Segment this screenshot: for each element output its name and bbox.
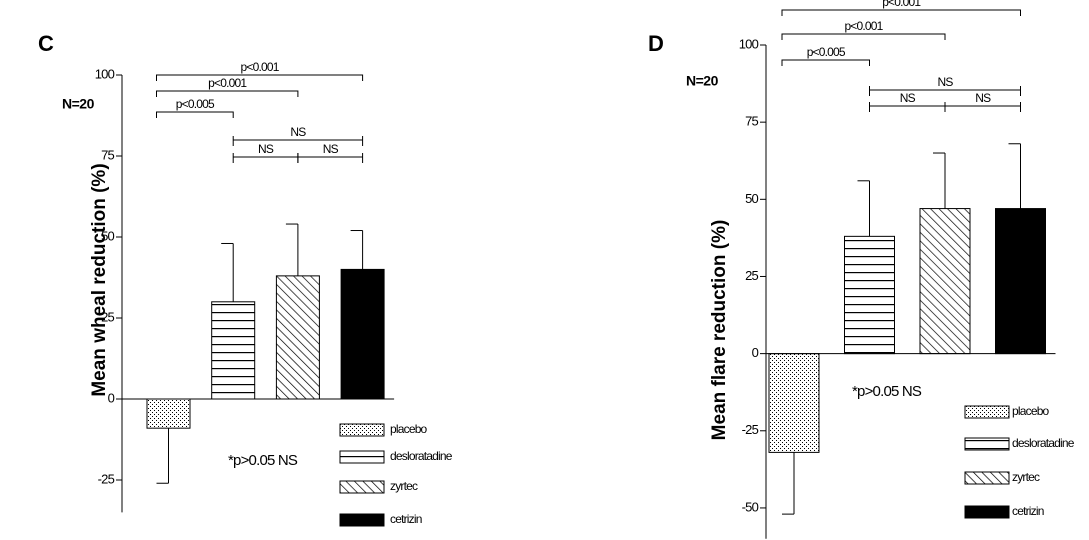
y-tick-label: 25 — [101, 309, 114, 324]
significance-label: p<0.005 — [807, 45, 846, 59]
y-tick-label: 0 — [752, 345, 759, 360]
y-tick-label: 50 — [745, 191, 758, 206]
legend-swatch — [340, 451, 384, 463]
significance-label: p<0.001 — [882, 0, 921, 9]
significance-label: NS — [900, 91, 916, 105]
y-tick-label: 50 — [101, 228, 114, 243]
significance-label: NS — [937, 75, 953, 89]
y-tick-label: -50 — [742, 499, 759, 514]
y-tick-label: 75 — [101, 147, 114, 162]
legend-label: placebo — [390, 422, 428, 436]
legend-swatch — [340, 481, 384, 493]
legend-swatch — [340, 424, 384, 436]
n-label: N=20 — [686, 73, 719, 89]
significance-label: p<0.001 — [844, 19, 883, 33]
legend-label: cetrizin — [390, 512, 422, 526]
significance-bracket — [782, 60, 870, 66]
panel-label: C — [38, 31, 54, 56]
legend-label: desloratadine — [390, 449, 453, 463]
significance-label: NS — [290, 125, 306, 139]
bar — [920, 209, 970, 354]
bar — [212, 302, 255, 399]
legend-swatch — [965, 506, 1009, 518]
y-axis-title: Mean wheal reduction (%) — [89, 163, 110, 396]
significance-label: NS — [323, 142, 339, 156]
legend-swatch — [965, 438, 1009, 450]
y-tick-label: 25 — [745, 268, 758, 283]
significance-bracket — [157, 112, 234, 118]
y-tick-label: 75 — [745, 114, 758, 129]
significance-bracket — [157, 91, 298, 97]
y-tick-label: 100 — [95, 66, 115, 81]
significance-bracket — [782, 10, 1021, 16]
significance-bracket — [157, 75, 363, 81]
bar — [147, 399, 190, 428]
significance-label: p<0.001 — [240, 60, 279, 74]
y-axis-title: Mean flare reduction (%) — [709, 220, 730, 441]
bar — [996, 209, 1046, 354]
legend-swatch — [965, 472, 1009, 484]
legend-swatch — [965, 406, 1009, 418]
chart: C N=20 Mean wheal reduction (%) *p>0.05 NS -… — [0, 0, 1089, 540]
note: *p>0.05 NS — [852, 383, 922, 400]
significance-bracket — [782, 34, 945, 40]
y-tick-label: -25 — [742, 422, 759, 437]
y-tick-label: 100 — [739, 36, 759, 51]
bar — [845, 236, 895, 353]
y-tick-label: -25 — [98, 471, 115, 486]
significance-label: p<0.005 — [176, 97, 215, 111]
legend-swatch — [340, 514, 384, 526]
significance-label: NS — [975, 91, 991, 105]
panel-label: D — [648, 31, 664, 56]
note: *p>0.05 NS — [228, 452, 298, 469]
bar — [769, 354, 819, 453]
legend-label: placebo — [1012, 404, 1050, 418]
n-label: N=20 — [62, 96, 95, 112]
significance-label: p<0.001 — [208, 76, 247, 90]
legend-label: zyrtec — [1012, 470, 1040, 484]
legend-label: zyrtec — [390, 479, 418, 493]
y-tick-label: 0 — [108, 390, 115, 405]
bar — [341, 269, 384, 399]
legend-label: cetrizin — [1012, 504, 1044, 518]
legend-label: desloratadine — [1012, 436, 1075, 450]
bar — [276, 276, 319, 399]
significance-label: NS — [258, 142, 274, 156]
